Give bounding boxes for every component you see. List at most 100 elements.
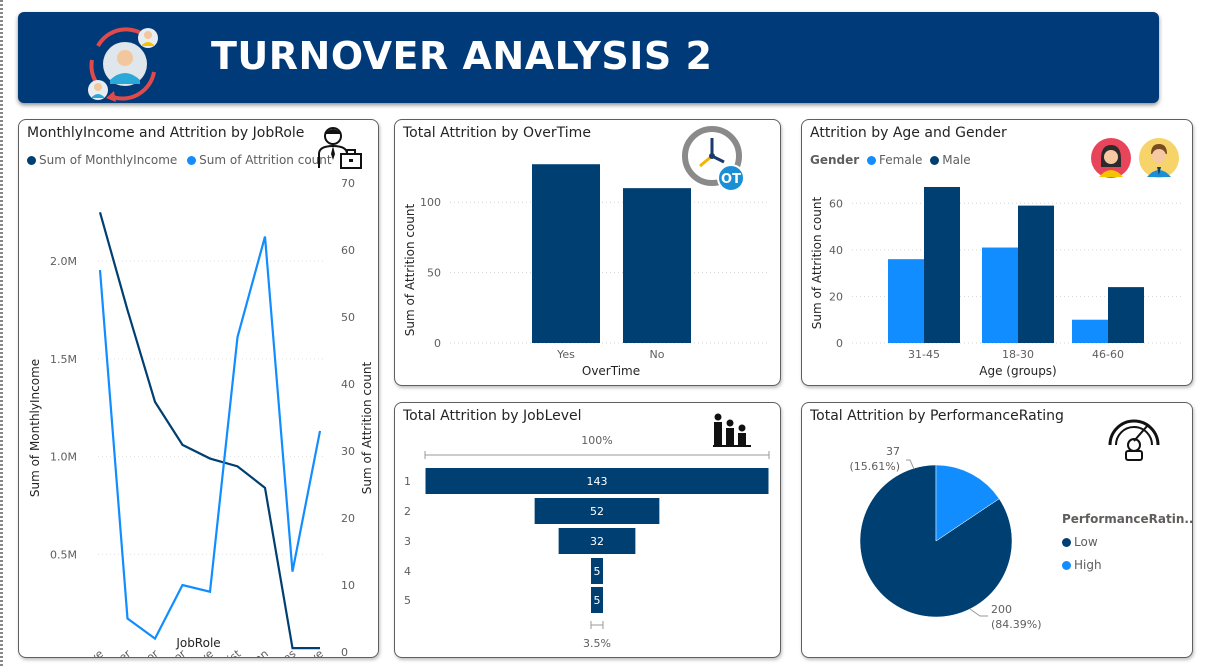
jobrole-right-tick: 10: [341, 579, 355, 592]
funnel-bar: [558, 528, 636, 554]
female-bar: [1072, 319, 1108, 343]
funnel-level-label: 4: [404, 565, 411, 578]
agegender-y-tick: 60: [829, 197, 843, 210]
performance-legend[interactable]: PerformanceRatin... Low High: [1062, 508, 1193, 577]
jobrole-right-tick: 0: [341, 646, 348, 657]
high-slice: [935, 464, 1000, 542]
overtime-y-tick: 0: [434, 337, 441, 350]
performance-legend-title: PerformanceRatin...: [1062, 512, 1193, 526]
gender-legend-title: Gender: [810, 153, 860, 167]
funnel-bar-value: 5: [594, 594, 601, 607]
jobrole-line-chart[interactable]: 0.5M 1.0M 1.5M 2.0M 0 10 20 30 40 50 60 70 Sum of Mo…: [19, 170, 378, 657]
joblevel-card-title: Total Attrition by JobLevel: [403, 408, 582, 424]
funnel-bar: [425, 468, 769, 494]
jobrole-right-tick: 50: [341, 311, 355, 324]
jobrole-right-tick: 40: [341, 378, 355, 391]
performance-pie-chart[interactable]: 200 (84.39%) 37 (15.61%): [802, 403, 1062, 657]
age-gender-bar-chart[interactable]: 0 20 40 60 31-45 18-30 46-60 Age (groups) Sum of…: [802, 120, 1192, 385]
performance-card-title: Total Attrition by PerformanceRating: [810, 408, 1064, 424]
jobrole-right-tick: 20: [341, 512, 355, 525]
funnel-bar: [534, 498, 660, 524]
agegender-x-axis-title: Age (groups): [979, 364, 1057, 378]
overtime-bar: [623, 188, 691, 343]
funnel-level-label: 3: [404, 535, 411, 548]
gauge-person-icon: [1108, 419, 1160, 461]
attrition-legend-marker: [187, 156, 197, 165]
header-banner: TURNOVER ANALYSIS 2: [18, 12, 1159, 103]
female-avatar-icon: [1091, 138, 1131, 178]
funnel-level-label: 1: [404, 475, 411, 488]
overtime-bar: [532, 164, 600, 343]
high-leader-line: [906, 459, 915, 470]
jobrole-left-tick: 2.0M: [50, 255, 77, 268]
overtime-category-label: Yes: [556, 348, 575, 361]
male-avatar-icon: [1139, 138, 1179, 178]
funnel-level-label: 2: [404, 505, 411, 518]
low-legend-label: Low: [1074, 535, 1098, 549]
performance-card[interactable]: Total Attrition by PerformanceRating Per…: [801, 402, 1193, 658]
jobrole-card-title: MonthlyIncome and Attrition by JobRole: [27, 125, 305, 141]
jobrole-left-tick: 1.0M: [50, 451, 77, 464]
joblevel-funnel-chart[interactable]: 100% 143 1 52 2 32 3 5 4 5 5 3.5%: [395, 403, 780, 657]
funnel-bar-value: 32: [590, 535, 604, 548]
high-legend-label: High: [1074, 558, 1102, 572]
female-legend-label: Female: [879, 153, 923, 167]
attrition-legend-label: Sum of Attrition count: [199, 153, 332, 167]
high-legend-marker: [1062, 561, 1071, 570]
overtime-x-axis-title: OverTime: [582, 364, 640, 378]
jobrole-x-axis-title: JobRole: [176, 636, 221, 650]
gender-legend[interactable]: Gender Female Male: [810, 153, 971, 167]
svg-text:OT: OT: [721, 172, 741, 187]
agegender-y-tick: 20: [829, 290, 843, 303]
funnel-bar-value: 143: [587, 475, 608, 488]
age-gender-card[interactable]: Attrition by Age and Gender Gender Femal…: [801, 119, 1193, 386]
agegender-category-label: 46-60: [1092, 348, 1124, 361]
funnel-bar: [591, 587, 603, 613]
high-percent-label: (15.61%): [849, 460, 900, 473]
agegender-y-tick: 40: [829, 244, 843, 257]
low-legend-marker: [1062, 538, 1071, 547]
jobrole-left-tick: 0.5M: [50, 548, 77, 561]
hierarchy-people-icon: [713, 413, 751, 447]
jobrole-right-axis-title: Sum of Attrition count: [360, 361, 374, 494]
overtime-y-axis-title: Sum of Attrition count: [403, 203, 417, 336]
joblevel-card[interactable]: Total Attrition by JobLevel 100% 143 1 52 2 3…: [394, 402, 781, 658]
income-legend-marker: [27, 156, 36, 165]
income-legend-label: Sum of MonthlyIncome: [39, 153, 178, 167]
jobrole-right-tick: 30: [341, 445, 355, 458]
overtime-y-tick: 50: [427, 267, 441, 280]
overtime-clock-icon: OT: [682, 126, 745, 192]
overtime-y-tick: 100: [420, 196, 441, 209]
low-leader-line: [969, 608, 988, 617]
monthlyincome-jobrole-card[interactable]: MonthlyIncome and Attrition by JobRole S…: [18, 119, 379, 658]
high-value-label: 37: [886, 445, 900, 458]
female-bar: [982, 247, 1018, 343]
overtime-bar-chart[interactable]: 0 50 100 Yes No OverTime Sum of Attrition coun…: [395, 120, 780, 385]
agegender-category-label: 31-45: [908, 348, 940, 361]
page-title: TURNOVER ANALYSIS 2: [211, 34, 713, 78]
team-turnover-icon: [88, 27, 158, 102]
funnel-bar-value: 52: [590, 505, 604, 518]
attrition-series-line: [98, 236, 322, 641]
male-legend-marker: [930, 156, 940, 165]
low-percent-label: (84.39%): [991, 618, 1042, 631]
page-left-dotted-border: [0, 0, 3, 667]
male-legend-label: Male: [942, 153, 971, 167]
jobrole-left-tick: 1.5M: [50, 353, 77, 366]
male-bar: [924, 186, 960, 343]
funnel-bar-value: 5: [594, 565, 601, 578]
jobrole-left-axis-title: Sum of MonthlyIncome: [28, 359, 42, 497]
male-bar: [1018, 205, 1054, 343]
female-bar: [888, 259, 924, 343]
funnel-bar: [591, 558, 603, 584]
agegender-card-title: Attrition by Age and Gender: [810, 125, 1007, 141]
agegender-category-label: 18-30: [1002, 348, 1034, 361]
overtime-card[interactable]: Total Attrition by OverTime OT 0 50 100 Yes…: [394, 119, 781, 386]
low-value-label: 200: [991, 603, 1012, 616]
agegender-y-tick: 0: [836, 337, 843, 350]
jobrole-right-tick: 70: [341, 177, 355, 190]
male-bar: [1108, 287, 1144, 343]
jobrole-legend[interactable]: Sum of MonthlyIncome Sum of Attrition co…: [27, 153, 332, 167]
overtime-card-title: Total Attrition by OverTime: [403, 125, 591, 141]
overtime-category-label: No: [650, 348, 665, 361]
